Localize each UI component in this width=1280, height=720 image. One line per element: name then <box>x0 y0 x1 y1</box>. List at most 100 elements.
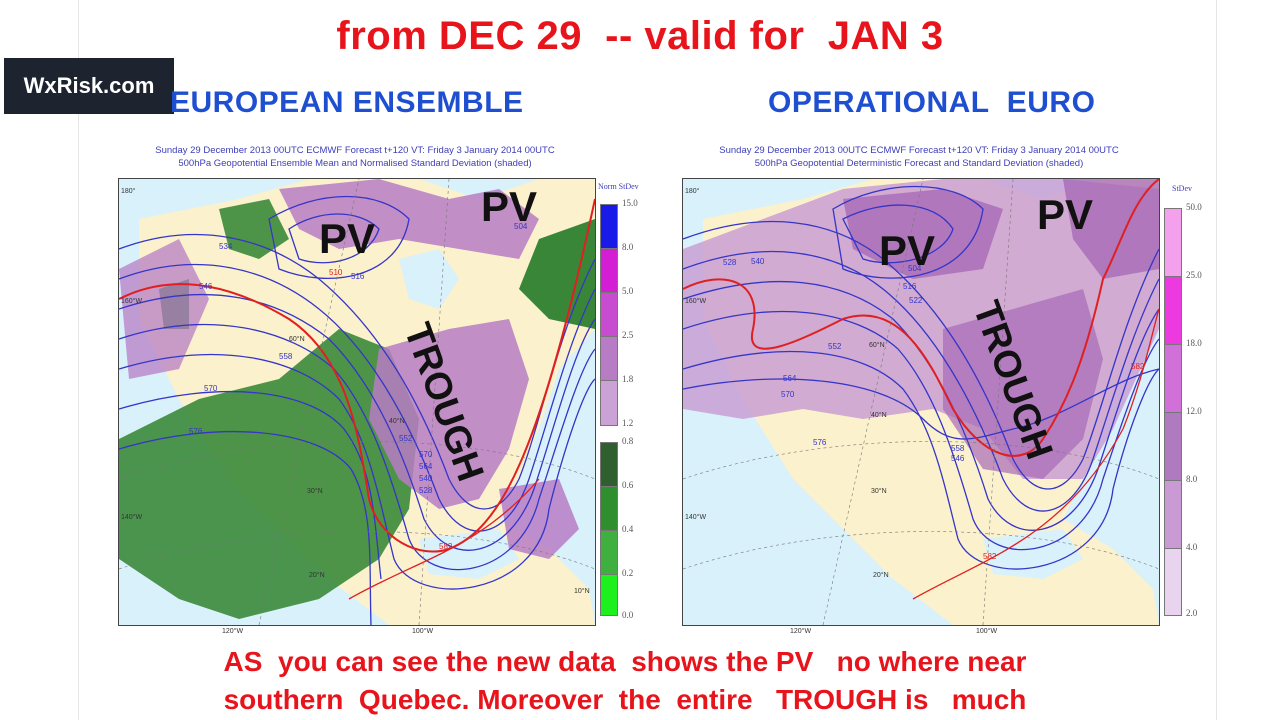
svg-text:558: 558 <box>951 444 965 453</box>
left-legend-tick-10: 0.2 <box>622 568 634 578</box>
left-legend-swatch-9 <box>600 574 618 616</box>
right-legend-tick-3: 18.0 <box>1186 338 1202 348</box>
right-grid-labels: 180° 160°W 140°W 60°N 40°N 30°N 20°N <box>685 187 889 579</box>
svg-text:534: 534 <box>219 242 233 251</box>
right-legend-tick-4: 12.0 <box>1186 406 1202 416</box>
logo-text: WxRisk.com <box>23 73 155 98</box>
left-red-contour-2 <box>348 478 540 600</box>
svg-text:20°N: 20°N <box>309 571 325 579</box>
svg-text:564: 564 <box>783 374 797 383</box>
right-caption-line1: Sunday 29 December 2013 00UTC ECMWF Fore… <box>719 145 1119 156</box>
svg-text:552: 552 <box>399 434 413 443</box>
left-legend-tick-8: 0.6 <box>622 480 634 490</box>
svg-text:582: 582 <box>439 542 453 551</box>
left-column-title: EUROPEAN ENSEMBLE <box>170 86 524 119</box>
right-pv-label-1: PV <box>879 227 935 274</box>
right-legend-swatch-1 <box>1164 208 1182 278</box>
svg-text:160°W: 160°W <box>685 297 706 305</box>
right-map-caption: Sunday 29 December 2013 00UTC ECMWF Fore… <box>674 144 1164 170</box>
right-legend-swatch-4 <box>1164 412 1182 482</box>
left-legend-tick-3: 5.0 <box>622 286 634 296</box>
bottom-text-line-1: AS you can see the new data shows the PV… <box>223 646 1027 677</box>
right-caption-line2: 500hPa Geopotential Deterministic Foreca… <box>754 158 1084 169</box>
right-legend-swatch-2 <box>1164 276 1182 346</box>
svg-text:576: 576 <box>189 427 203 436</box>
svg-text:540: 540 <box>419 474 433 483</box>
right-red-contour <box>683 179 1159 457</box>
svg-text:570: 570 <box>781 390 795 399</box>
right-lon-120w: 120°W <box>790 628 812 635</box>
wxrisk-logo: WxRisk.com <box>4 58 174 114</box>
svg-text:570: 570 <box>419 450 433 459</box>
left-green-shade-west <box>119 329 419 619</box>
bottom-text-line-2: southern Quebec. Moreover the entire TRO… <box>223 684 1027 715</box>
right-legend-tick-1: 50.0 <box>1186 202 1202 212</box>
svg-text:40°N: 40°N <box>871 411 887 419</box>
svg-text:540: 540 <box>751 257 765 266</box>
left-legend-swatch-1 <box>600 204 618 250</box>
left-legend-tick-9: 0.4 <box>622 524 634 534</box>
svg-text:504: 504 <box>908 264 922 273</box>
svg-text:60°N: 60°N <box>289 335 305 343</box>
left-legend-tick-6: 1.2 <box>622 418 634 428</box>
left-caption-line1: Sunday 29 December 2013 00UTC ECMWF Fore… <box>155 145 555 156</box>
svg-text:522: 522 <box>909 296 923 305</box>
left-red-contour <box>119 198 595 553</box>
left-legend-tick-4: 2.5 <box>622 330 634 340</box>
left-legend-swatch-3 <box>600 292 618 338</box>
left-contour-labels: 516 510 504 534 546 558 552 570 576 582 … <box>189 222 528 551</box>
left-legend-tick-5: 1.8 <box>622 374 634 384</box>
svg-text:20°N: 20°N <box>873 571 889 579</box>
left-legend-swatch-8 <box>600 530 618 576</box>
left-caption-line2: 500hPa Geopotential Ensemble Mean and No… <box>178 158 532 169</box>
svg-text:552: 552 <box>828 342 842 351</box>
left-purple-shade-trough <box>369 319 529 509</box>
left-map-caption: Sunday 29 December 2013 00UTC ECMWF Fore… <box>110 144 600 170</box>
left-lon-100w: 100°W <box>412 628 434 635</box>
svg-text:576: 576 <box>813 438 827 447</box>
left-legend-tick-1: 15.0 <box>622 198 638 208</box>
right-purple-shade-pv <box>843 189 1003 279</box>
svg-text:30°N: 30°N <box>307 487 323 495</box>
right-column-title: OPERATIONAL EURO <box>768 86 1096 119</box>
left-purple-shade-south <box>499 479 579 559</box>
left-grid-labels: 180° 160°W 140°W 60°N 40°N 30°N 20°N 10°… <box>121 187 590 595</box>
svg-text:582: 582 <box>1131 362 1145 371</box>
right-red-contour-2 <box>912 308 1159 600</box>
left-legend-swatch-7 <box>600 486 618 532</box>
slide-edge-right <box>1216 0 1217 720</box>
left-legend-tick-2: 8.0 <box>622 242 634 252</box>
left-legend-tick-11: 0.0 <box>622 610 634 620</box>
right-legend-tick-2: 25.0 <box>1186 270 1202 280</box>
left-green-shade-north <box>219 199 289 259</box>
left-legend-tick-7: 0.8 <box>622 436 634 446</box>
right-pv-label-2: PV <box>1037 191 1093 238</box>
right-legend: 50.0 25.0 18.0 12.0 8.0 4.0 2.0 <box>1164 202 1214 618</box>
svg-text:504: 504 <box>514 222 528 231</box>
left-pv-label-1: PV <box>319 215 375 262</box>
left-ensemble-map: PV PV TROUGH 516 510 504 534 546 558 552… <box>118 178 596 626</box>
svg-text:528: 528 <box>723 258 737 267</box>
left-legend-swatch-6 <box>600 442 618 488</box>
left-legend-title: Norm StDev <box>598 182 639 191</box>
right-map-svg: PV PV TROUGH 504 516 522 528 540 552 570… <box>683 179 1159 625</box>
right-purple-shade-ne <box>1063 179 1159 279</box>
right-lon-100w: 100°W <box>976 628 998 635</box>
svg-text:180°: 180° <box>685 187 700 195</box>
right-legend-tick-5: 8.0 <box>1186 474 1198 484</box>
svg-text:140°W: 140°W <box>121 513 142 521</box>
svg-text:570: 570 <box>204 384 218 393</box>
left-hudson-bay <box>399 249 459 309</box>
right-legend-swatch-6 <box>1164 548 1182 616</box>
left-legend-swatch-4 <box>600 336 618 382</box>
svg-text:10°N: 10°N <box>574 587 590 595</box>
svg-text:546: 546 <box>951 454 965 463</box>
left-legend-swatch-5 <box>600 380 618 426</box>
left-legend: 15.0 8.0 5.0 2.5 1.8 1.2 0.8 0.6 0.4 0.2… <box>600 198 650 624</box>
svg-text:60°N: 60°N <box>869 341 885 349</box>
svg-text:140°W: 140°W <box>685 513 706 521</box>
right-grid-lines <box>683 179 1159 625</box>
svg-text:516: 516 <box>903 282 917 291</box>
left-legend-swatch-2 <box>600 248 618 294</box>
svg-text:40°N: 40°N <box>389 417 405 425</box>
